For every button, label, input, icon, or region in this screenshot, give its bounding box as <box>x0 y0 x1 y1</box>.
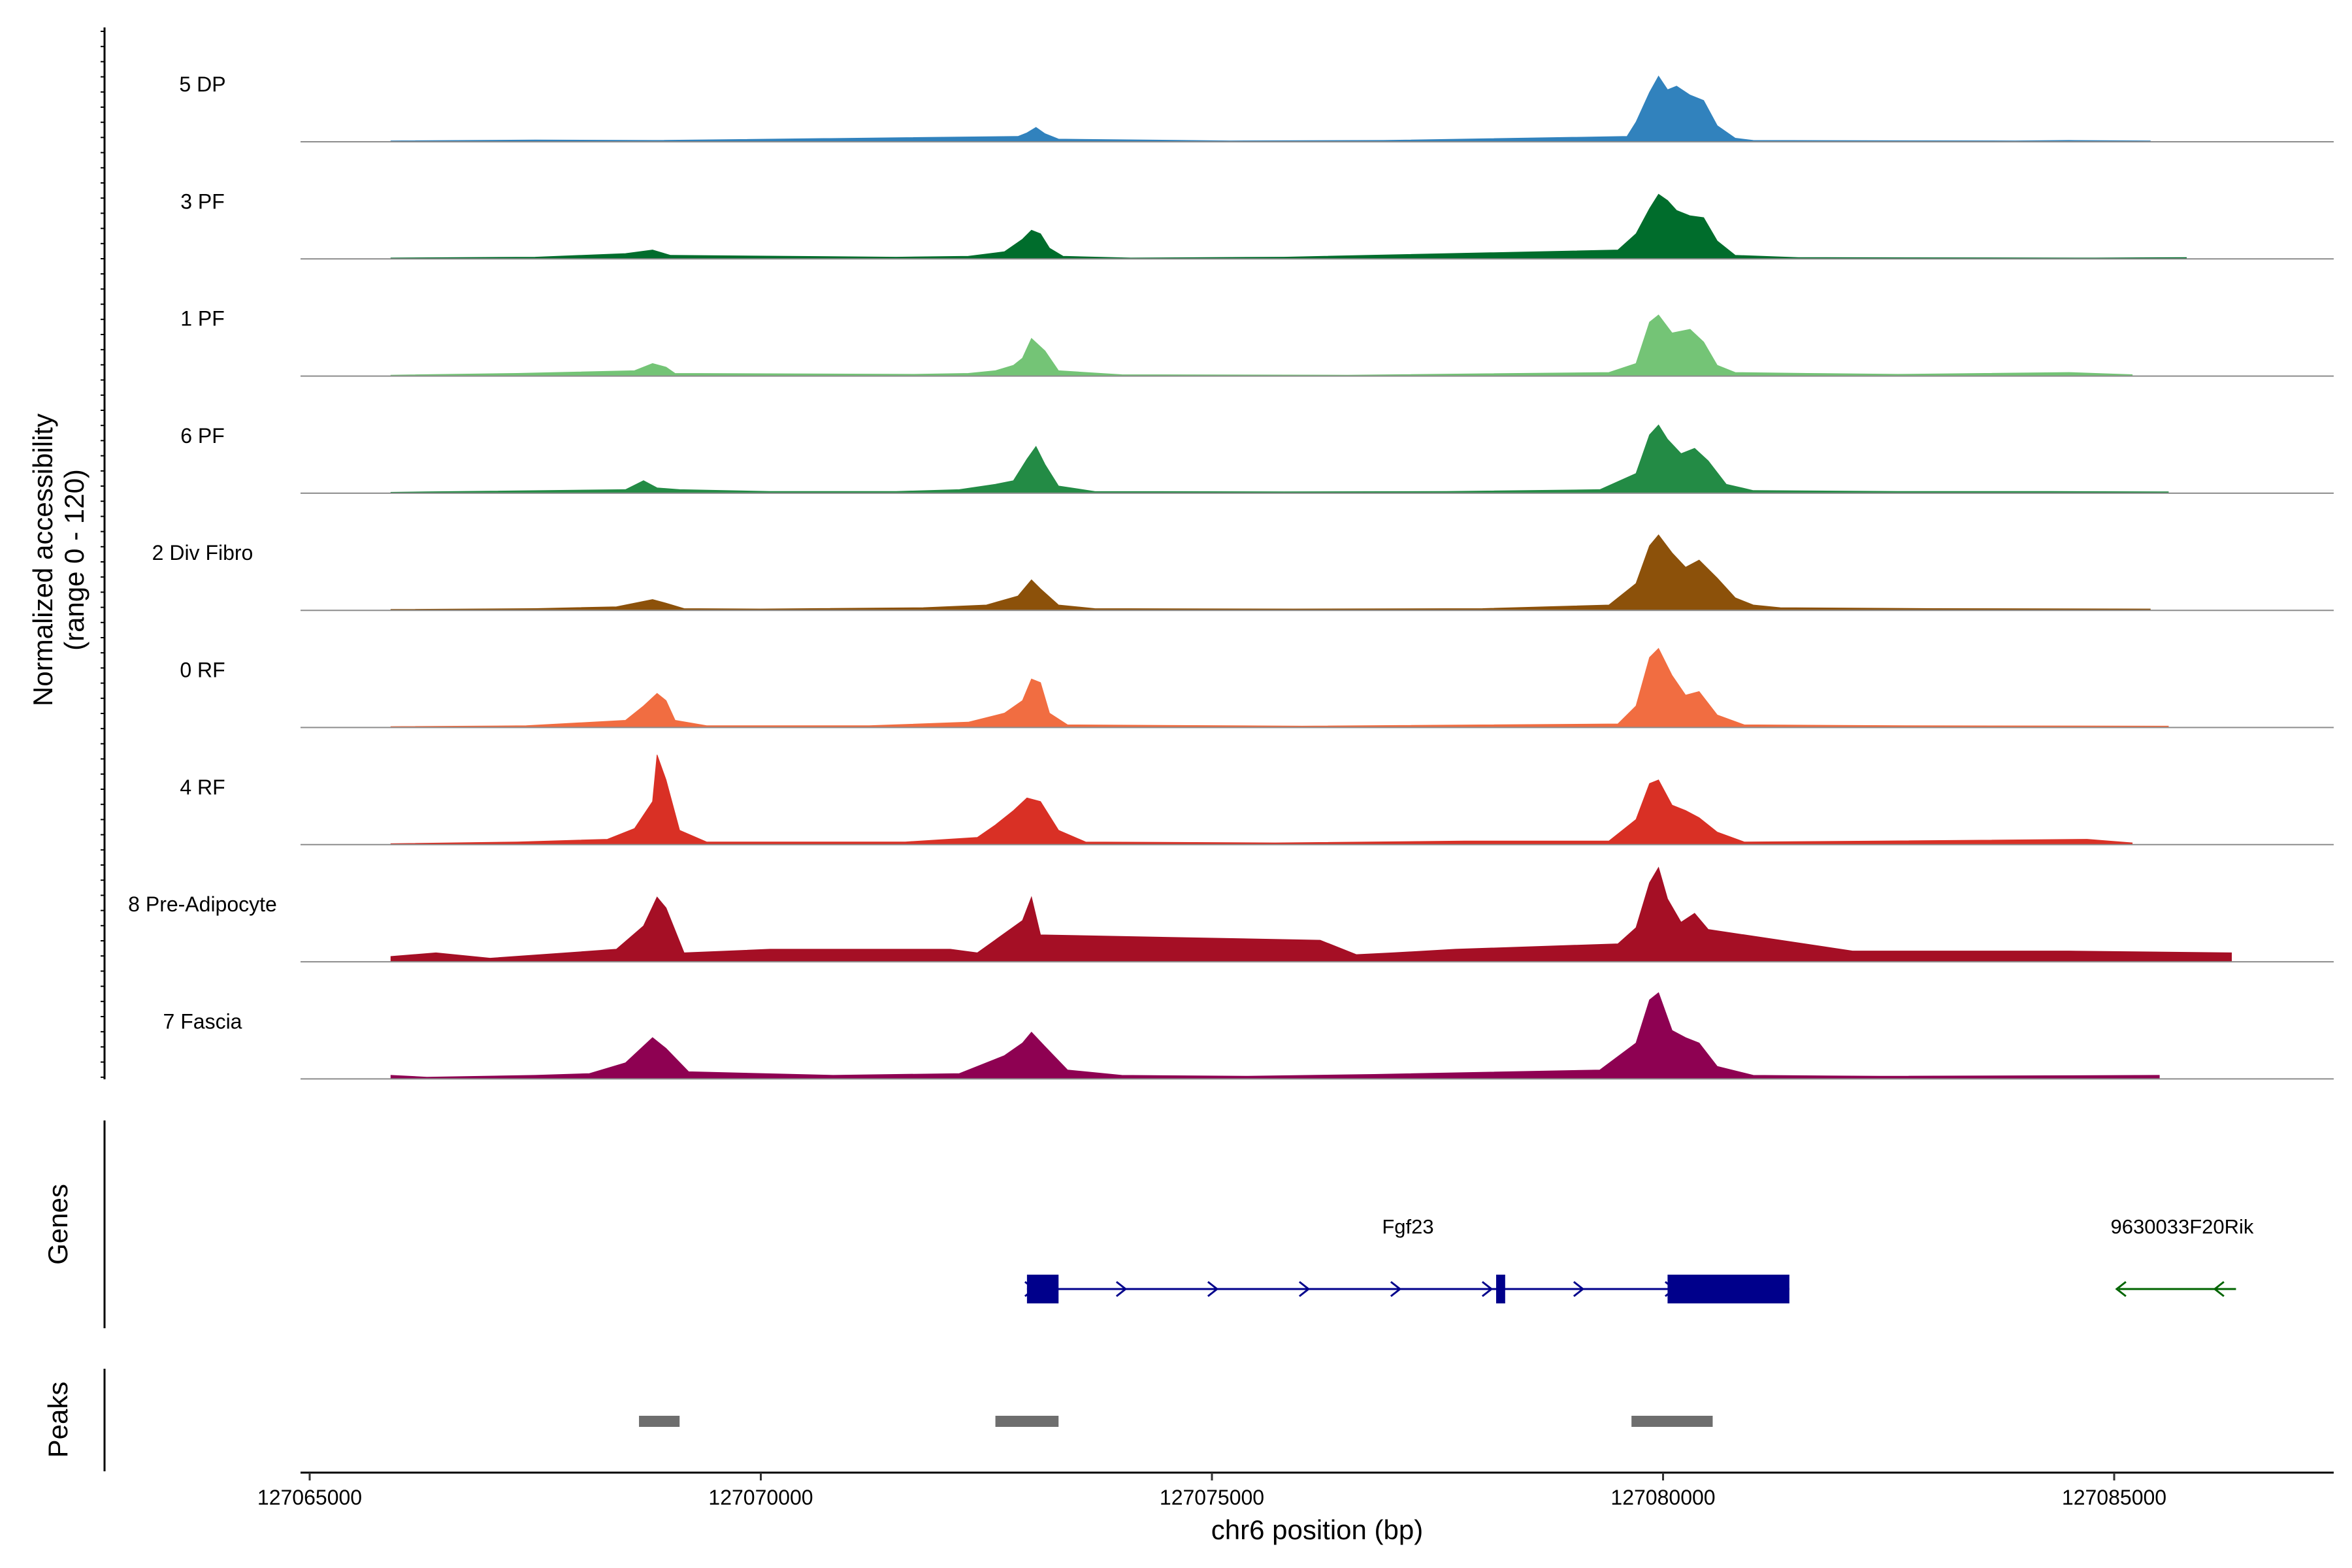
track-8-pre-adipocyte: 8 Pre-Adipocyte <box>128 866 2334 963</box>
strand-arrow <box>1390 1281 1402 1298</box>
y-axis-title-line-2: (range 0 - 120) <box>59 469 90 651</box>
x-tick-label: 127070000 <box>708 1486 813 1509</box>
x-tick-label: 127065000 <box>257 1486 362 1509</box>
peak-region <box>995 1416 1059 1427</box>
x-tick-label: 127080000 <box>1610 1486 1715 1509</box>
x-tick-label: 127075000 <box>1160 1486 1264 1509</box>
strand-arrow <box>1298 1281 1311 1298</box>
track-label: 5 DP <box>179 73 225 96</box>
strand-arrow <box>2115 1281 2127 1298</box>
track-2-div-fibro: 2 Div Fibro <box>152 534 2334 612</box>
strand-arrow <box>1573 1281 1585 1298</box>
coverage-area <box>390 992 2160 1079</box>
gene-name-label: 9630033F20Rik <box>2111 1215 2254 1238</box>
track-label: 4 RF <box>180 776 225 799</box>
coverage-area <box>390 75 2151 142</box>
track-label: 1 PF <box>180 307 225 331</box>
gene-exon <box>1026 1275 1059 1303</box>
x-tick-label: 127085000 <box>2062 1486 2166 1509</box>
track-0-rf: 0 RF <box>180 647 2334 728</box>
track-label: 6 PF <box>180 424 225 448</box>
track-label: 3 PF <box>180 189 225 213</box>
peak-region <box>639 1416 680 1427</box>
strand-arrow <box>1115 1281 1128 1298</box>
y-axis-title-line-1: Normalized accessibility <box>27 414 58 706</box>
track-7-fascia: 7 Fascia <box>163 992 2334 1080</box>
coverage-area <box>390 755 2133 845</box>
strand-arrow <box>2213 1281 2225 1298</box>
coverage-area <box>390 647 2169 728</box>
peak-region <box>1631 1416 1713 1427</box>
coverage-area <box>390 424 2169 494</box>
peaks-panel-label: Peaks <box>42 1382 73 1458</box>
coverage-area <box>390 193 2187 259</box>
track-6-pf: 6 PF <box>180 424 2334 494</box>
coverage-area <box>390 534 2151 611</box>
track-label: 7 Fascia <box>163 1009 242 1033</box>
x-axis-ticks: 127065000 127070000 127075000 127080000 1270… <box>257 1473 2166 1509</box>
strand-arrow <box>1207 1281 1219 1298</box>
genes-panel-label: Genes <box>42 1184 73 1265</box>
track-1-pf: 1 PF <box>180 307 2334 377</box>
coverage-area <box>390 314 2133 377</box>
track-3-pf: 3 PF <box>180 189 2334 260</box>
x-axis-title: chr6 position (bp) <box>1211 1514 1424 1545</box>
coverage-area <box>390 866 2232 962</box>
gene-exon <box>1667 1275 1789 1303</box>
strand-arrow <box>1481 1281 1494 1298</box>
track-5-dp: 5 DP <box>179 73 2334 142</box>
gene-name-label: Fgf23 <box>1382 1215 1433 1238</box>
coverage-y-axis-ticks <box>101 31 105 1078</box>
peaks-track <box>639 1416 1713 1427</box>
gene-fgf23: Fgf23 <box>1024 1215 1789 1303</box>
gene-9630033f20rik: 9630033F20Rik <box>2111 1215 2254 1298</box>
gene-annotation-track: Fgf23 9630033F20Rik <box>1024 1215 2254 1303</box>
gene-exon <box>1496 1275 1505 1303</box>
coverage-tracks: 5 DP 3 PF 1 PF 6 PF 2 Div Fibro 0 RF 4 RF 8 Pre… <box>128 73 2334 1080</box>
track-label: 0 RF <box>180 659 225 682</box>
track-4-rf: 4 RF <box>180 755 2334 845</box>
track-label: 2 Div Fibro <box>152 541 253 564</box>
track-label: 8 Pre-Adipocyte <box>128 892 277 916</box>
